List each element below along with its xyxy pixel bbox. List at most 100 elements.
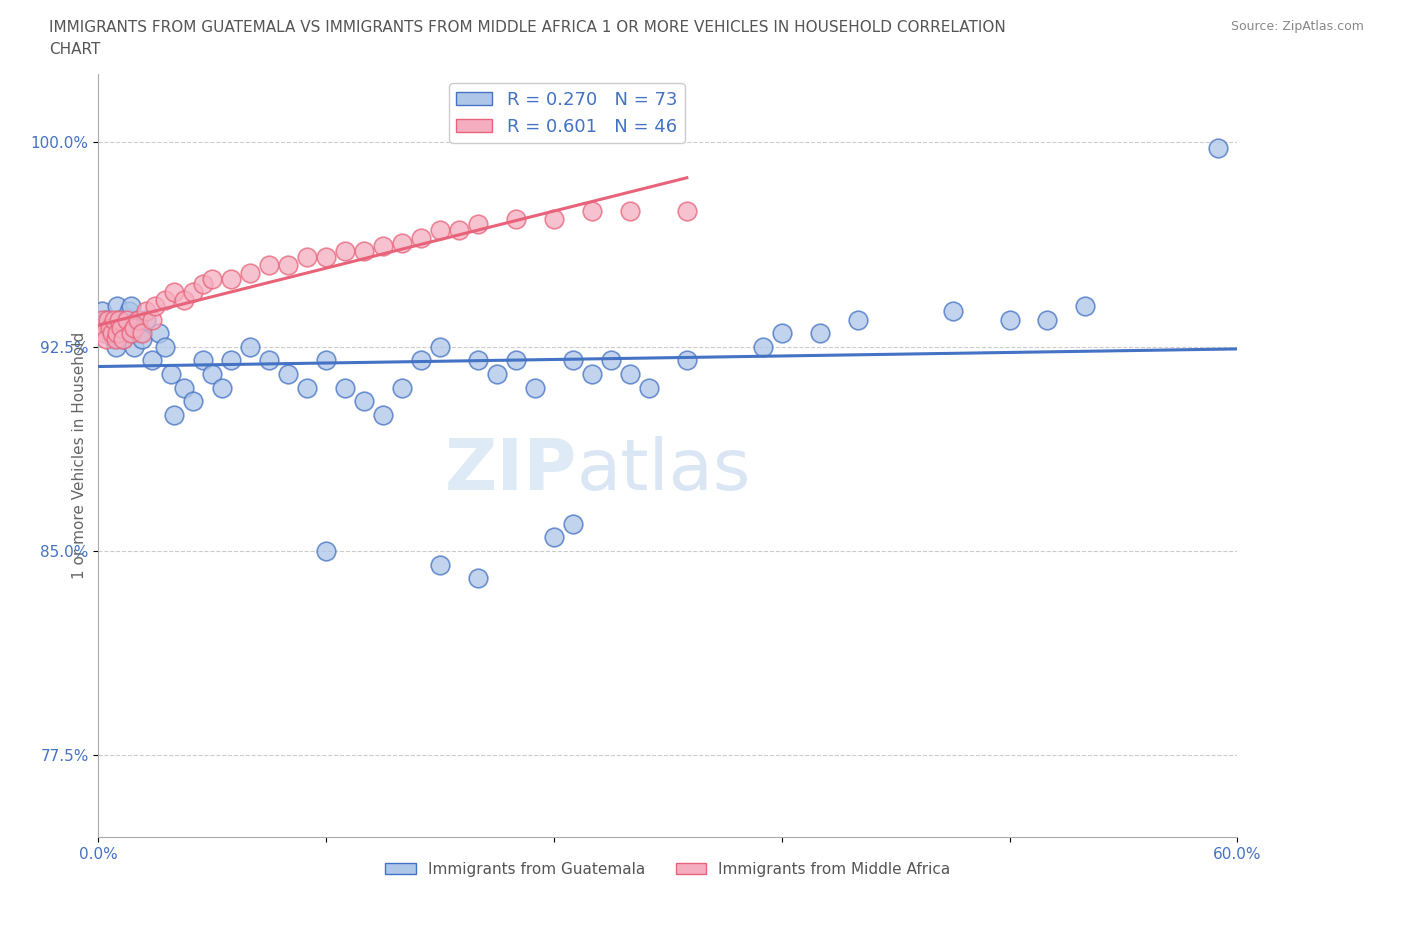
Point bbox=[371, 407, 394, 422]
Point bbox=[148, 326, 170, 340]
Point bbox=[98, 320, 121, 335]
Point bbox=[110, 326, 132, 340]
Point bbox=[808, 326, 831, 340]
Point bbox=[104, 339, 127, 354]
Point bbox=[429, 222, 451, 237]
Point bbox=[259, 352, 281, 367]
Point bbox=[353, 244, 375, 259]
Point bbox=[524, 380, 547, 395]
Text: IMMIGRANTS FROM GUATEMALA VS IMMIGRANTS FROM MIDDLE AFRICA 1 OR MORE VEHICLES IN: IMMIGRANTS FROM GUATEMALA VS IMMIGRANTS … bbox=[49, 20, 1005, 35]
Point bbox=[129, 326, 152, 340]
Point bbox=[108, 312, 131, 327]
Point bbox=[1036, 312, 1059, 327]
Text: CHART: CHART bbox=[49, 42, 101, 57]
Point bbox=[127, 312, 149, 327]
Point bbox=[120, 299, 142, 313]
Point bbox=[125, 320, 148, 335]
Point bbox=[429, 339, 451, 354]
Point bbox=[239, 339, 262, 354]
Point bbox=[127, 312, 149, 327]
Point bbox=[114, 317, 136, 332]
Point bbox=[391, 236, 413, 251]
Point bbox=[108, 312, 131, 327]
Point bbox=[183, 285, 205, 299]
Point bbox=[107, 299, 129, 313]
Point bbox=[211, 380, 233, 395]
Point bbox=[619, 366, 641, 381]
Point bbox=[543, 211, 565, 226]
Text: atlas: atlas bbox=[576, 436, 751, 505]
Point bbox=[153, 339, 176, 354]
Point bbox=[183, 393, 205, 408]
Point bbox=[619, 203, 641, 218]
Point bbox=[752, 339, 775, 354]
Point bbox=[103, 331, 125, 346]
Point bbox=[110, 320, 132, 335]
Point bbox=[131, 331, 153, 346]
Point bbox=[353, 393, 375, 408]
Point bbox=[115, 310, 138, 325]
Point bbox=[93, 326, 115, 340]
Point bbox=[449, 222, 471, 237]
Point bbox=[676, 352, 699, 367]
Point bbox=[277, 258, 299, 272]
Point bbox=[121, 326, 143, 340]
Point bbox=[600, 352, 623, 367]
Point bbox=[115, 312, 138, 327]
Y-axis label: 1 or more Vehicles in Household: 1 or more Vehicles in Household bbox=[72, 332, 87, 579]
Point bbox=[467, 352, 489, 367]
Point bbox=[581, 203, 603, 218]
Point bbox=[297, 249, 319, 264]
Point bbox=[141, 352, 163, 367]
Point bbox=[124, 339, 146, 354]
Point bbox=[259, 258, 281, 272]
Point bbox=[91, 312, 114, 327]
Point bbox=[221, 352, 243, 367]
Point bbox=[94, 331, 117, 346]
Point bbox=[998, 312, 1021, 327]
Point bbox=[371, 238, 394, 253]
Point bbox=[201, 272, 224, 286]
Point bbox=[391, 380, 413, 395]
Point bbox=[112, 331, 135, 346]
Point bbox=[98, 326, 121, 340]
Point bbox=[315, 544, 337, 559]
Point bbox=[159, 366, 181, 381]
Point bbox=[173, 293, 195, 308]
Point bbox=[124, 320, 146, 335]
Point bbox=[239, 266, 262, 281]
Point bbox=[1074, 299, 1097, 313]
Point bbox=[201, 366, 224, 381]
Point bbox=[505, 211, 527, 226]
Point bbox=[145, 299, 167, 313]
Point bbox=[315, 249, 337, 264]
Point bbox=[1208, 140, 1230, 155]
Point bbox=[335, 380, 357, 395]
Point bbox=[104, 331, 127, 346]
Point bbox=[131, 326, 153, 340]
Point bbox=[120, 326, 142, 340]
Point bbox=[153, 293, 176, 308]
Point bbox=[163, 407, 186, 422]
Point bbox=[467, 217, 489, 232]
Text: ZIP: ZIP bbox=[444, 436, 576, 505]
Point bbox=[191, 276, 214, 291]
Point bbox=[221, 272, 243, 286]
Point bbox=[277, 366, 299, 381]
Point bbox=[97, 312, 120, 327]
Point bbox=[94, 312, 117, 327]
Point bbox=[486, 366, 509, 381]
Point bbox=[89, 320, 111, 335]
Point bbox=[411, 352, 433, 367]
Point bbox=[112, 331, 135, 346]
Point bbox=[100, 320, 122, 335]
Point bbox=[100, 326, 122, 340]
Point bbox=[942, 304, 965, 319]
Point bbox=[163, 285, 186, 299]
Point bbox=[638, 380, 661, 395]
Point bbox=[846, 312, 869, 327]
Point bbox=[297, 380, 319, 395]
Point bbox=[543, 530, 565, 545]
Point bbox=[429, 557, 451, 572]
Point bbox=[562, 516, 585, 531]
